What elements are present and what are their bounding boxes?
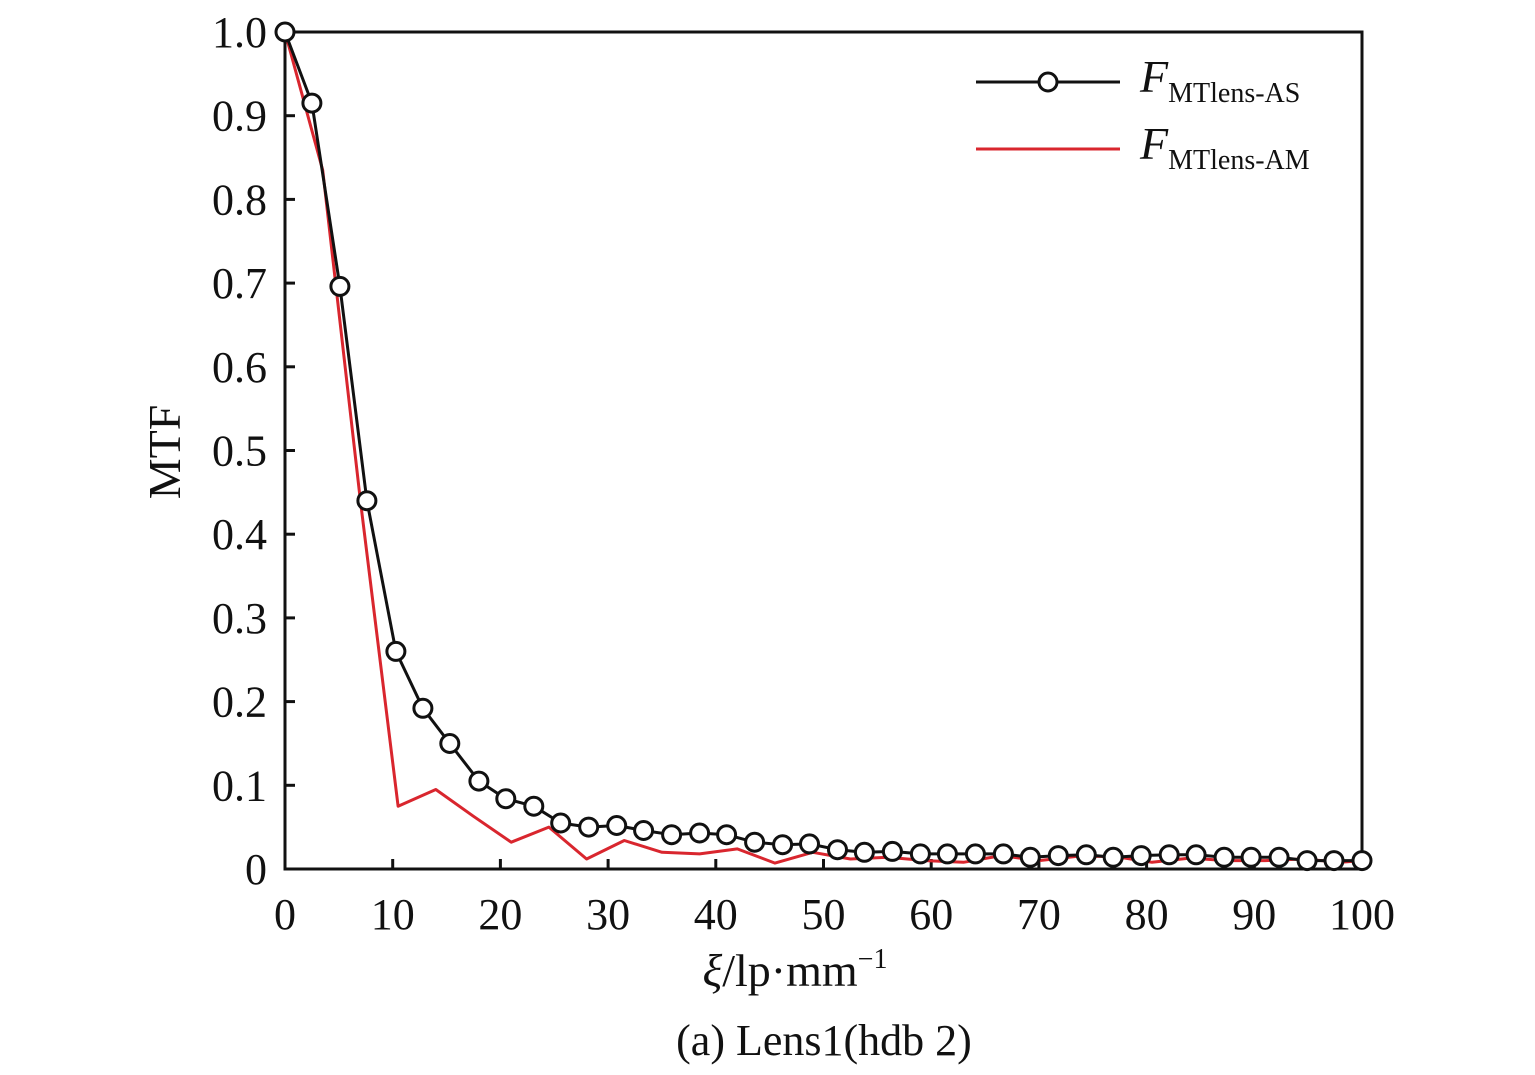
x-tick-label: 70: [1017, 890, 1061, 939]
series-1-point: [1102, 846, 1124, 868]
series-1-point: [1185, 844, 1207, 866]
x-tick-label: 80: [1125, 890, 1169, 939]
x-tick-label: 30: [586, 890, 630, 939]
series-1-point: [992, 843, 1014, 865]
legend-marker-series-1: [1037, 71, 1059, 93]
x-axis-ticks: 0 10 20 30 40 50 60 70 80 90 100: [274, 859, 1395, 939]
series-1-point: [633, 820, 655, 841]
series-1-point: [439, 733, 461, 754]
series-1-point: [1323, 850, 1345, 872]
series-1-point: [936, 843, 958, 865]
series-1-point: [772, 834, 794, 856]
figure-caption: (a) Lens1(hdb 2): [676, 1016, 972, 1065]
x-tick-label: 0: [274, 890, 296, 939]
x-tick-label: 20: [478, 890, 522, 939]
series-1-point: [523, 795, 545, 817]
series-1-point: [689, 822, 711, 844]
series-1-point: [301, 92, 323, 114]
series-1-point: [1268, 846, 1290, 868]
series-1-point: [1158, 844, 1180, 866]
series-1-point: [1296, 850, 1318, 872]
y-axis-label: MTF: [139, 405, 190, 500]
series-1-point: [385, 640, 407, 662]
series-1-point: [799, 833, 820, 855]
legend-label-series-2: FMTlens-AM: [1139, 118, 1310, 176]
series-1-point: [1130, 845, 1152, 867]
x-axis-label: ξ/lp·mm−1: [703, 944, 888, 996]
series-1-point: [853, 841, 875, 863]
series-line-1: [283, 31, 1362, 863]
series-1-point: [1240, 846, 1262, 868]
series-1-point: [1213, 846, 1235, 868]
y-tick-label: 0.4: [212, 510, 267, 559]
y-axis-ticks: 0 0.1 0.2 0.3 0.4 0.5 0.6 0.7 0.8 0.9 1.0: [212, 8, 295, 894]
series-1-point: [827, 839, 848, 861]
y-tick-label: 1.0: [212, 8, 267, 57]
x-tick-label: 10: [371, 890, 415, 939]
x-tick-label: 100: [1329, 890, 1395, 939]
series-1-point: [744, 831, 766, 853]
y-tick-label: 0.5: [212, 427, 267, 476]
legend: FMTlens-AS FMTlens-AM: [976, 51, 1310, 176]
series-1-point: [356, 490, 378, 512]
series-1-point: [606, 815, 628, 836]
series-1-point: [468, 770, 490, 792]
series-1-point: [716, 824, 738, 846]
series-1-point: [1047, 845, 1069, 867]
y-tick-label: 0.3: [212, 594, 267, 643]
x-tick-label: 90: [1232, 890, 1276, 939]
y-tick-label: 0.6: [212, 343, 267, 392]
y-tick-label: 0.2: [212, 678, 267, 727]
legend-label-series-1: FMTlens-AS: [1139, 51, 1300, 109]
series-layer: [274, 21, 1373, 872]
series-1-point: [550, 812, 572, 834]
y-tick-label: 0.9: [212, 92, 267, 141]
x-tick-label: 50: [802, 890, 846, 939]
series-1-point: [274, 21, 296, 43]
x-tick-label: 60: [909, 890, 953, 939]
series-1-point: [1019, 846, 1041, 868]
y-tick-label: 0.1: [212, 761, 267, 810]
series-1-point: [495, 788, 517, 810]
series-1-point: [1075, 844, 1097, 866]
x-tick-label: 40: [694, 890, 738, 939]
series-1-point: [881, 840, 903, 862]
y-tick-label: 0: [245, 845, 267, 894]
y-tick-label: 0.8: [212, 175, 267, 224]
series-1-point: [578, 816, 600, 838]
series-1-point: [964, 843, 986, 865]
y-tick-label: 0.7: [212, 259, 267, 308]
series-1-point: [412, 697, 434, 719]
series-1-point: [1351, 850, 1373, 872]
series-1-point: [909, 843, 931, 865]
series-1-point: [661, 824, 683, 846]
series-1-point: [329, 275, 351, 297]
